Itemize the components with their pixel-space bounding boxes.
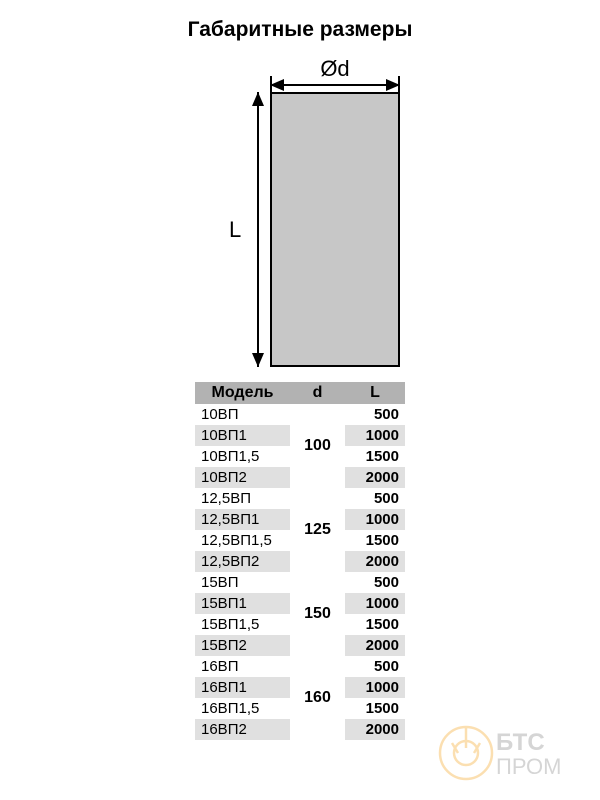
cell-l: 1000 [345, 511, 405, 528]
cell-model: 12,5ВП1,5 [195, 532, 290, 549]
diagram-rect [270, 92, 400, 367]
cell-l: 1500 [345, 616, 405, 633]
cell-l: 500 [345, 490, 405, 507]
cell-model: 15ВП [195, 574, 290, 591]
cell-model: 10ВП [195, 406, 290, 423]
cell-model: 16ВП2 [195, 721, 290, 738]
cell-l: 1500 [345, 532, 405, 549]
cell-model: 12,5ВП1 [195, 511, 290, 528]
page-title: Габаритные размеры [0, 18, 600, 42]
watermark-logo: БТС ПРОМ [436, 718, 586, 788]
cell-model: 10ВП1 [195, 427, 290, 444]
cell-l: 1500 [345, 700, 405, 717]
cell-l: 1000 [345, 595, 405, 612]
svg-text:ПРОМ: ПРОМ [496, 754, 561, 779]
cell-d: 160 [290, 656, 345, 740]
col-header-l: L [345, 384, 405, 402]
cell-l: 1000 [345, 427, 405, 444]
cell-l: 2000 [345, 637, 405, 654]
dimension-l-label: L [229, 217, 241, 243]
cell-model: 15ВП2 [195, 637, 290, 654]
cell-l: 1500 [345, 448, 405, 465]
cell-d: 150 [290, 572, 345, 656]
dimensions-table: Модель d L 10ВП50010ВП1100010ВП1,5150010… [195, 382, 405, 740]
cell-model: 12,5ВП [195, 490, 290, 507]
dimension-diagram: Ød L [235, 62, 425, 372]
cell-d: 100 [290, 404, 345, 488]
cell-model: 16ВП [195, 658, 290, 675]
svg-text:БТС: БТС [496, 729, 545, 756]
cell-model: 16ВП1,5 [195, 700, 290, 717]
cell-l: 500 [345, 658, 405, 675]
cell-model: 16ВП1 [195, 679, 290, 696]
cell-l: 500 [345, 406, 405, 423]
col-header-d: d [290, 384, 345, 402]
cell-d: 125 [290, 488, 345, 572]
cell-l: 2000 [345, 469, 405, 486]
cell-model: 15ВП1,5 [195, 616, 290, 633]
dimension-d: Ød [270, 62, 400, 92]
cell-l: 2000 [345, 553, 405, 570]
cell-model: 15ВП1 [195, 595, 290, 612]
cell-l: 2000 [345, 721, 405, 738]
cell-l: 500 [345, 574, 405, 591]
cell-l: 1000 [345, 679, 405, 696]
cell-model: 10ВП1,5 [195, 448, 290, 465]
col-header-model: Модель [195, 384, 290, 402]
table-header: Модель d L [195, 382, 405, 404]
dimension-d-label: Ød [270, 56, 400, 82]
cell-model: 12,5ВП2 [195, 553, 290, 570]
cell-model: 10ВП2 [195, 469, 290, 486]
dimension-l: L [235, 92, 270, 367]
table-body: 10ВП 500 10ВП1 1000 10ВП1,5 1500 10ВП2 2000 12,5… [195, 404, 405, 740]
